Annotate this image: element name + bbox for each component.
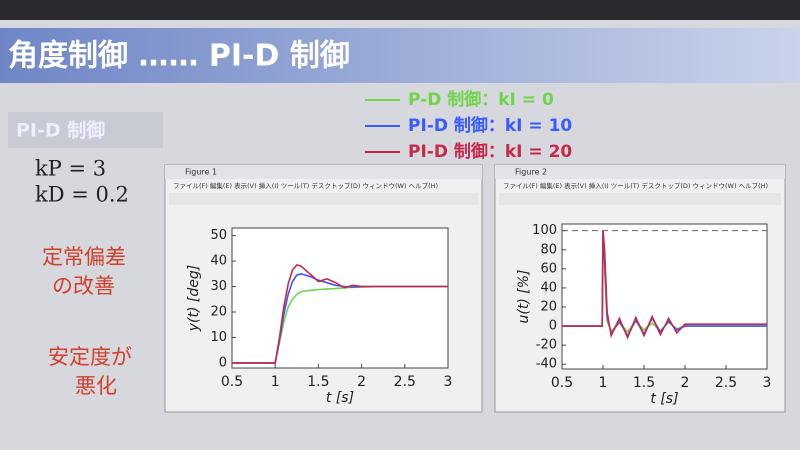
series-line xyxy=(232,263,448,364)
x-axis-label: t [s] xyxy=(326,390,354,406)
param: kP = 3 xyxy=(35,157,106,181)
y-tick-label: 30 xyxy=(210,279,227,294)
legend-label: PI-D 制御：kI = 10 xyxy=(408,115,572,136)
x-tick-label: 1 xyxy=(599,375,608,391)
x-tick-label: 1 xyxy=(271,374,280,390)
plot-area xyxy=(231,227,449,369)
method-label: PI-D 制御 xyxy=(16,119,105,142)
y-tick-label: 40 xyxy=(210,254,227,269)
param: kD = 0.2 xyxy=(35,183,129,207)
y-tick-label: 40 xyxy=(540,280,557,295)
y-tick-label: 20 xyxy=(210,305,227,320)
note: 悪化 xyxy=(75,374,117,398)
x-tick-label: 0.5 xyxy=(551,375,573,391)
x-tick-label: 3 xyxy=(444,374,453,390)
y-tick-label: 10 xyxy=(210,330,227,345)
window-titlebar xyxy=(495,165,785,179)
legend-label: PI-D 制御：kI = 20 xyxy=(408,141,572,162)
method-box xyxy=(8,112,163,148)
x-tick-label: 2 xyxy=(357,374,366,390)
x-tick-label: 3 xyxy=(763,375,772,391)
x-tick-label: 2.5 xyxy=(715,375,737,391)
series-line xyxy=(562,230,767,340)
note: 安定度が xyxy=(48,345,132,369)
x-tick-label: 1.5 xyxy=(307,374,329,390)
y-tick-label: 50 xyxy=(210,228,227,243)
window-titlebar xyxy=(165,165,482,179)
window-title: Figure 1 xyxy=(185,168,217,177)
y-tick-label: -20 xyxy=(536,338,557,353)
x-tick-label: 2 xyxy=(681,375,690,391)
y-tick-label: 0 xyxy=(219,355,227,370)
note: の改善 xyxy=(52,274,115,298)
menu-bar: ファイル(F) 編集(E) 表示(V) 挿入(I) ツール(T) デスクトップ(… xyxy=(503,181,768,190)
x-axis-label: t [s] xyxy=(650,391,678,407)
x-tick-label: 1.5 xyxy=(633,375,655,391)
y-axis-label: y(t) [deg] xyxy=(186,265,202,332)
y-tick-label: 100 xyxy=(532,223,557,238)
y-tick-label: -40 xyxy=(536,357,557,372)
plot-area xyxy=(561,223,768,370)
slide-title: 角度制御 …… PI-D 制御 xyxy=(8,39,350,74)
note: 定常偏差 xyxy=(42,245,126,269)
window-title: Figure 2 xyxy=(515,168,547,177)
y-tick-label: 0 xyxy=(549,319,557,334)
x-tick-label: 0.5 xyxy=(221,374,243,390)
toolbar xyxy=(499,193,781,205)
y-tick-label: 20 xyxy=(540,299,557,314)
toolbar xyxy=(169,193,478,205)
y-tick-label: 60 xyxy=(540,261,557,276)
legend-label: P-D 制御：kI = 0 xyxy=(408,89,554,110)
y-axis-label: u(t) [%] xyxy=(516,270,532,324)
y-tick-label: 80 xyxy=(540,242,557,257)
menu-bar: ファイル(F) 編集(E) 表示(V) 挿入(I) ツール(T) デスクトップ(… xyxy=(173,181,438,190)
title-band xyxy=(0,28,800,83)
x-tick-label: 2.5 xyxy=(394,374,416,390)
